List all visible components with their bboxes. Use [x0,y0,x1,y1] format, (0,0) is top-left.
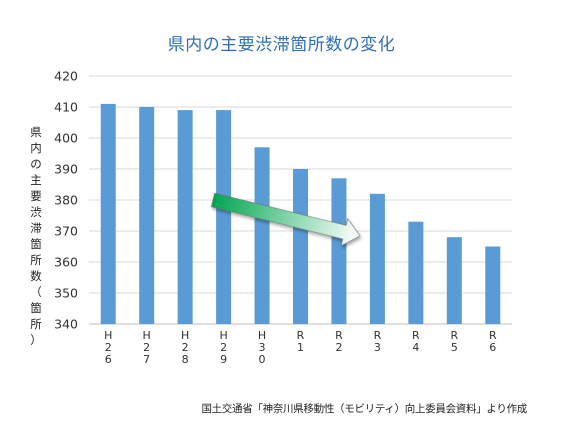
y-tick-label: 410 [54,100,78,115]
y-tick-label: 400 [54,131,78,146]
y-axis-label: 県内の主要渋滞箇所数（箇所） [30,125,42,347]
y-tick-label: 380 [54,193,78,208]
y-tick-label: 340 [54,317,78,332]
y-tick-label: 390 [54,162,78,177]
bar-H27 [139,107,155,324]
bar-R3 [369,193,385,324]
y-tick-label: 420 [54,69,78,84]
y-tick-label: 350 [54,286,78,301]
bar-R6 [485,246,501,324]
bar-H26 [100,103,116,325]
bar-R4 [408,221,424,324]
chart-title: 県内の主要渋滞箇所数の変化 [167,35,396,55]
bar-H30 [254,147,270,324]
y-tick-label: 370 [54,224,78,239]
bar-R1 [293,169,308,324]
trend-arrow [210,192,361,247]
bar-H28 [177,110,193,324]
bar-H29 [216,110,232,324]
y-tick-label: 360 [54,255,78,270]
source-note: 国土交通省「神奈川県移動性（モビリティ）向上委員会資料」より作成 [201,403,527,415]
bar-R5 [446,237,462,324]
bar-R2 [331,178,347,324]
